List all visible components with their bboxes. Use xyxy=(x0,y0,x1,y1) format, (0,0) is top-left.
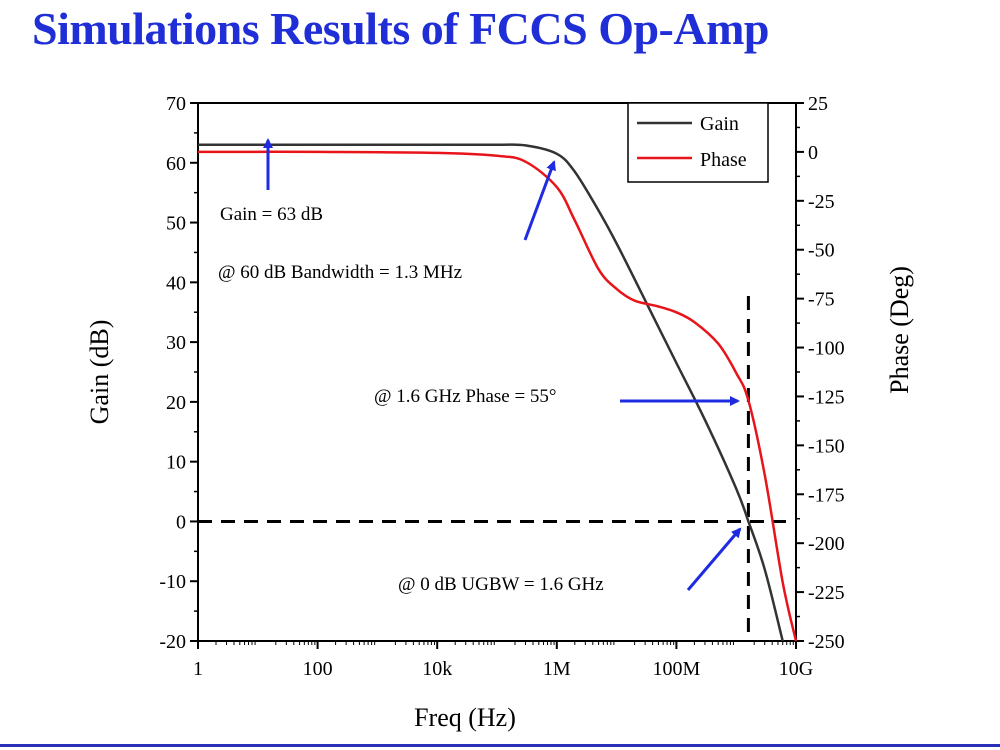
y2-tick-label: -50 xyxy=(808,240,835,262)
data-curves xyxy=(197,143,798,642)
y-tick-label: 20 xyxy=(166,392,186,414)
legend-box xyxy=(627,102,769,183)
x-axis-title: Freq (Hz) xyxy=(414,703,516,732)
y-tick-label: -20 xyxy=(159,631,186,653)
y2-tick-label: -100 xyxy=(808,338,845,360)
annotation-phase: @ 1.6 GHz Phase = 55° xyxy=(374,386,557,407)
y2-tick-label: -125 xyxy=(808,386,845,408)
reference-lines xyxy=(198,296,786,641)
tick-labels: 706050403020100-10-20250-25-50-75-100-12… xyxy=(159,93,844,680)
annotation-arrows xyxy=(263,138,742,591)
phase-curve xyxy=(197,150,798,642)
y-tick-label: 30 xyxy=(166,332,186,354)
y2-tick-label: -225 xyxy=(808,582,845,604)
y2-tick-label: -25 xyxy=(808,191,835,213)
y-tick-label: 70 xyxy=(166,93,186,115)
y-tick-label: 0 xyxy=(176,511,186,533)
annotation-gain: Gain = 63 dB xyxy=(220,204,323,225)
y-axis-title: Gain (dB) xyxy=(85,320,114,425)
bottom-rule xyxy=(0,744,1000,747)
y-tick-label: 60 xyxy=(166,153,186,175)
y-tick-label: 40 xyxy=(166,272,186,294)
y2-tick-label: -200 xyxy=(808,533,845,555)
legend: Gain Phase xyxy=(627,102,769,183)
ugbw-arrow xyxy=(686,527,742,591)
y2-tick-label: -250 xyxy=(808,631,845,653)
legend-phase-label: Phase xyxy=(700,149,747,171)
annotation-ugbw: @ 0 dB UGBW = 1.6 GHz xyxy=(398,574,604,595)
x-tick-label: 100 xyxy=(303,658,333,680)
y2-tick-label: -175 xyxy=(808,484,845,506)
annotation-bandwidth: @ 60 dB Bandwidth = 1.3 MHz xyxy=(218,262,462,283)
axis-ticks xyxy=(190,102,804,649)
bandwidth-arrow xyxy=(523,160,556,241)
y2-axis-title: Phase (Deg) xyxy=(885,266,914,394)
legend-gain-label: Gain xyxy=(700,113,739,135)
y2-tick-label: 0 xyxy=(808,142,818,164)
x-tick-label: 100M xyxy=(653,658,701,680)
x-tick-label: 10G xyxy=(779,658,813,680)
y2-tick-label: -75 xyxy=(808,289,835,311)
plot-frame xyxy=(197,102,797,642)
y-tick-label: 10 xyxy=(166,452,186,474)
y2-tick-label: -150 xyxy=(808,435,845,457)
x-tick-label: 1 xyxy=(193,658,203,680)
slide-title: Simulations Results of FCCS Op-Amp xyxy=(32,3,770,54)
x-tick-label: 1M xyxy=(543,658,571,680)
gain-curve xyxy=(198,143,784,642)
y-tick-label: 50 xyxy=(166,213,186,235)
x-tick-label: 10k xyxy=(422,658,452,680)
y-tick-label: -10 xyxy=(159,571,186,593)
y2-tick-label: 25 xyxy=(808,93,828,115)
